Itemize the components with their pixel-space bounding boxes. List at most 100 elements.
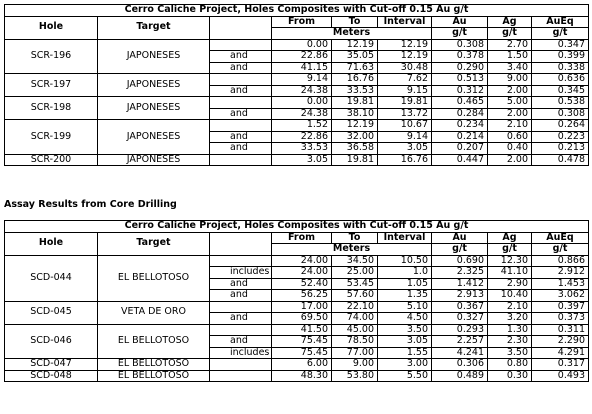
- data-row: SCD-047 EL BELLOTOSO 6.00 9.00 3.00 0.306 0.80…: [4, 358, 589, 371]
- value-cell: 0.317: [531, 358, 589, 371]
- value-cell: 2.00: [487, 84, 532, 97]
- value-cell: 12.19: [377, 38, 432, 51]
- value-cell: 75.45: [271, 335, 332, 348]
- value-cell: 0.213: [531, 142, 589, 155]
- data-row: SCD-046 EL BELLOTOSO 41.50 45.00 3.50 0.293 1.…: [4, 323, 589, 359]
- value-cell: 0.338: [531, 61, 589, 74]
- qualifier-cell: [209, 254, 272, 267]
- qualifier-cell: and: [209, 107, 272, 120]
- header-cell: To: [331, 15, 378, 28]
- value-cell: 2.30: [487, 335, 532, 348]
- value-cell: 25.00: [331, 266, 378, 279]
- header-cell: Target: [97, 15, 210, 40]
- table-title: Cerro Caliche Project, Holes Composites …: [4, 4, 589, 17]
- data-row: SCR-199 JAPONESES 1.52 12.19 10.67 0.234 2.10 0…: [4, 119, 589, 155]
- value-cell: 0.284: [431, 107, 488, 120]
- value-cell: 0.489: [431, 369, 488, 382]
- header-cell: AuEq: [531, 15, 589, 28]
- qualifier-cell: [209, 96, 272, 109]
- value-cell: 52.40: [271, 277, 332, 290]
- value-cell: 17.00: [271, 300, 332, 313]
- value-cell: 2.325: [431, 266, 488, 279]
- value-cell: 9.14: [271, 73, 332, 86]
- value-cell: 4.50: [377, 312, 432, 325]
- target-cell: EL BELLOTOSO: [97, 254, 210, 302]
- value-cell: 12.30: [487, 254, 532, 267]
- unit-cell: g/t: [487, 27, 532, 40]
- header-cell: Hole: [4, 15, 98, 40]
- value-cell: 38.10: [331, 107, 378, 120]
- value-cell: 10.40: [487, 289, 532, 302]
- header-cell: AuEq: [531, 231, 589, 244]
- qualifier-cell: [209, 119, 272, 132]
- value-cell: 5.10: [377, 300, 432, 313]
- hole-cell: SCR-200: [4, 153, 98, 166]
- value-cell: 77.00: [331, 346, 378, 359]
- value-cell: 1.0: [377, 266, 432, 279]
- value-cell: 45.00: [331, 323, 378, 336]
- qualifier-cell: [209, 73, 272, 86]
- value-cell: 0.60: [487, 130, 532, 143]
- value-cell: 33.53: [331, 84, 378, 97]
- value-cell: 0.223: [531, 130, 589, 143]
- value-cell: 0.293: [431, 323, 488, 336]
- target-cell: EL BELLOTOSO: [97, 369, 210, 382]
- value-cell: 12.19: [331, 119, 378, 132]
- value-cell: 2.70: [487, 38, 532, 51]
- value-cell: 3.40: [487, 61, 532, 74]
- value-cell: 0.373: [531, 312, 589, 325]
- value-cell: 53.45: [331, 277, 378, 290]
- value-cell: 9.15: [377, 84, 432, 97]
- value-cell: 3.062: [531, 289, 589, 302]
- value-cell: 74.00: [331, 312, 378, 325]
- value-cell: 0.513: [431, 73, 488, 86]
- value-cell: 24.38: [271, 84, 332, 97]
- qualifier-cell: [209, 358, 272, 371]
- qualifier-cell: [209, 38, 272, 51]
- value-cell: 0.399: [531, 50, 589, 63]
- value-cell: 22.86: [271, 130, 332, 143]
- data-row: SCR-200 JAPONESES 3.05 19.81 16.76 0.447 2.00 0…: [4, 153, 589, 166]
- title-row: Cerro Caliche Project, Holes Composites …: [4, 4, 589, 17]
- value-cell: 19.81: [377, 96, 432, 109]
- value-cell: 0.397: [531, 300, 589, 313]
- data-row: SCD-044 EL BELLOTOSO 24.00 34.50 10.50 0.690 1…: [4, 254, 589, 302]
- value-cell: 3.00: [377, 358, 432, 371]
- value-cell: 3.05: [377, 142, 432, 155]
- header-cell: Au: [431, 231, 488, 244]
- target-cell: EL BELLOTOSO: [97, 323, 210, 359]
- value-cell: 7.62: [377, 73, 432, 86]
- header-cell: Au: [431, 15, 488, 28]
- data-row: and 22.86 35.05 12.19 0.378 1.50 0.399: [5, 50, 589, 63]
- data-row: and 33.53 36.58 3.05 0.207 0.40 0.213: [5, 142, 589, 155]
- header-cell: Hole: [4, 231, 98, 256]
- value-cell: 0.80: [487, 358, 532, 371]
- value-cell: 0.367: [431, 300, 488, 313]
- hole-cell: SCR-197: [4, 73, 98, 97]
- value-cell: 0.345: [531, 84, 589, 97]
- target-cell: JAPONESES: [97, 119, 210, 155]
- qualifier-cell: and: [209, 289, 272, 302]
- qualifier-cell: and: [209, 312, 272, 325]
- value-cell: 0.311: [531, 323, 589, 336]
- unit-cell: g/t: [531, 27, 589, 40]
- value-cell: 16.76: [377, 153, 432, 166]
- value-cell: 1.35: [377, 289, 432, 302]
- value-cell: 24.00: [271, 254, 332, 267]
- value-cell: 2.257: [431, 335, 488, 348]
- value-cell: 12.19: [377, 50, 432, 63]
- data-table: Cerro Caliche Project, Holes Composites …: [4, 4, 589, 166]
- value-cell: 0.234: [431, 119, 488, 132]
- value-cell: 24.38: [271, 107, 332, 120]
- value-cell: 0.00: [271, 38, 332, 51]
- hole-cell: SCD-045: [4, 300, 98, 325]
- data-row: and 69.50 74.00 4.50 0.327 3.20 0.373: [5, 312, 589, 325]
- header-cell: From: [271, 15, 332, 28]
- value-cell: 56.25: [271, 289, 332, 302]
- value-cell: 0.866: [531, 254, 589, 267]
- qualifier-cell: includes: [209, 346, 272, 359]
- value-cell: 3.05: [271, 153, 332, 166]
- data-row: and 56.25 57.60 1.35 2.913 10.40 3.062: [5, 289, 589, 302]
- value-cell: 0.636: [531, 73, 589, 86]
- header-cell: To: [331, 231, 378, 244]
